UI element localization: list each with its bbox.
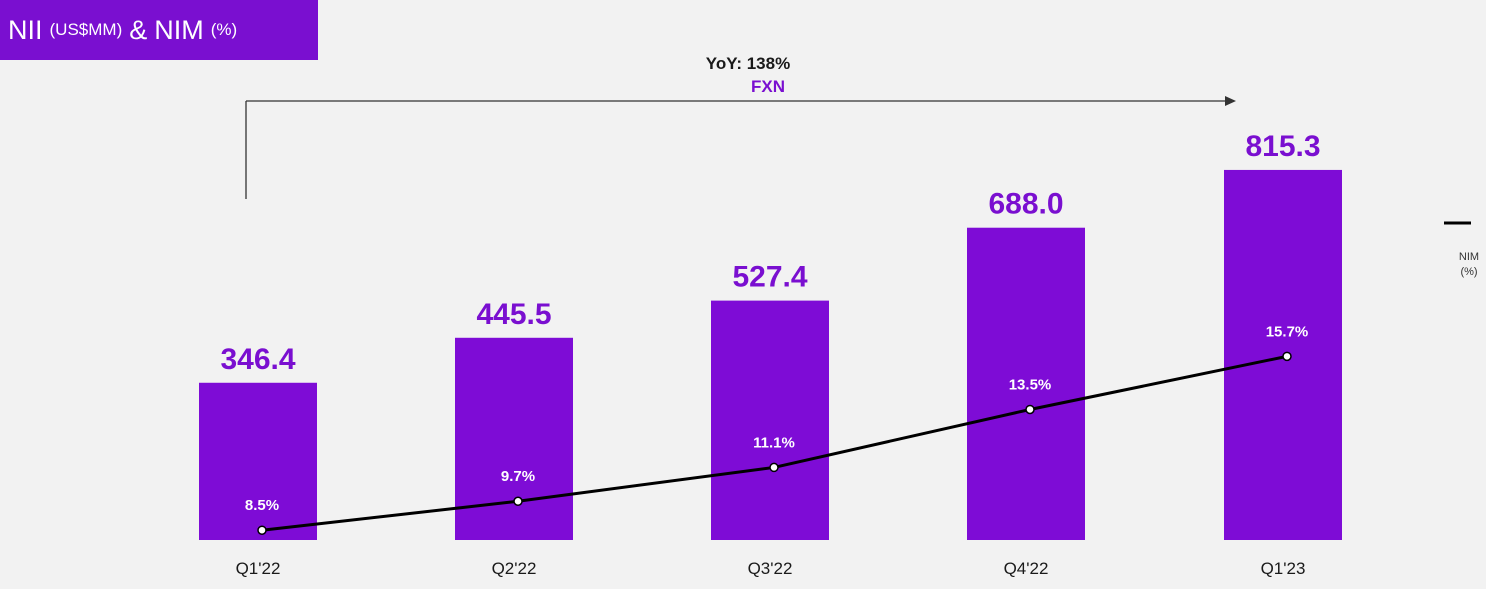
fxn-label: FXN (751, 77, 785, 96)
bar-value-label-4: 815.3 (1245, 130, 1320, 163)
title-nim-unit: (%) (210, 20, 238, 39)
category-label-4: Q1'23 (1261, 559, 1306, 578)
bar-1 (455, 337, 573, 540)
nim-point-3 (1025, 404, 1035, 415)
title-nii-unit: (US$MM) (49, 20, 123, 39)
nim-point-1 (513, 496, 523, 506)
nim-point-2 (769, 462, 779, 473)
nim-line-layer (257, 351, 1292, 535)
nim-value-label-1: 9.7% (501, 468, 535, 485)
legend: NIM (%) (1444, 221, 1479, 278)
title-nim: NIM (154, 14, 204, 45)
bar-value-label-3: 688.0 (988, 188, 1063, 221)
nim-value-label-0: 8.5% (245, 497, 279, 514)
title-nii: NII (8, 14, 43, 45)
nim-value-label-3: 13.5% (1009, 376, 1052, 393)
bar-2 (711, 300, 829, 540)
category-label-3: Q4'22 (1004, 559, 1049, 578)
bar-value-label-0: 346.4 (220, 343, 295, 376)
title-amp: & (129, 14, 148, 45)
bar-value-label-2: 527.4 (732, 261, 807, 294)
category-label-2: Q3'22 (748, 559, 793, 578)
yoy-label: YoY: 138% (706, 54, 790, 73)
yoy-arrow (245, 96, 1236, 199)
nim-value-label-2: 11.1% (753, 434, 795, 451)
legend-label-nim: NIM (1459, 251, 1479, 263)
nim-value-label-4: 15.7% (1266, 323, 1309, 340)
bar-3 (967, 227, 1085, 540)
category-label-1: Q2'22 (492, 559, 537, 578)
nim-point-4 (1282, 351, 1292, 362)
bar-value-label-1: 445.5 (476, 298, 551, 331)
chart-title-banner: NII (US$MM) & NIM (%) (0, 0, 318, 60)
yoy-arrow-head (1225, 96, 1236, 106)
category-label-0: Q1'22 (236, 559, 281, 578)
nim-point-0 (257, 525, 267, 535)
bars-layer (199, 169, 1342, 540)
bar-0 (199, 382, 317, 540)
labels-layer: 346.4 Q1'22 445.5 Q2'22 527.4 Q3'22 688.0 Q4'22… (220, 130, 1320, 578)
legend-label-unit: (%) (1460, 266, 1477, 278)
